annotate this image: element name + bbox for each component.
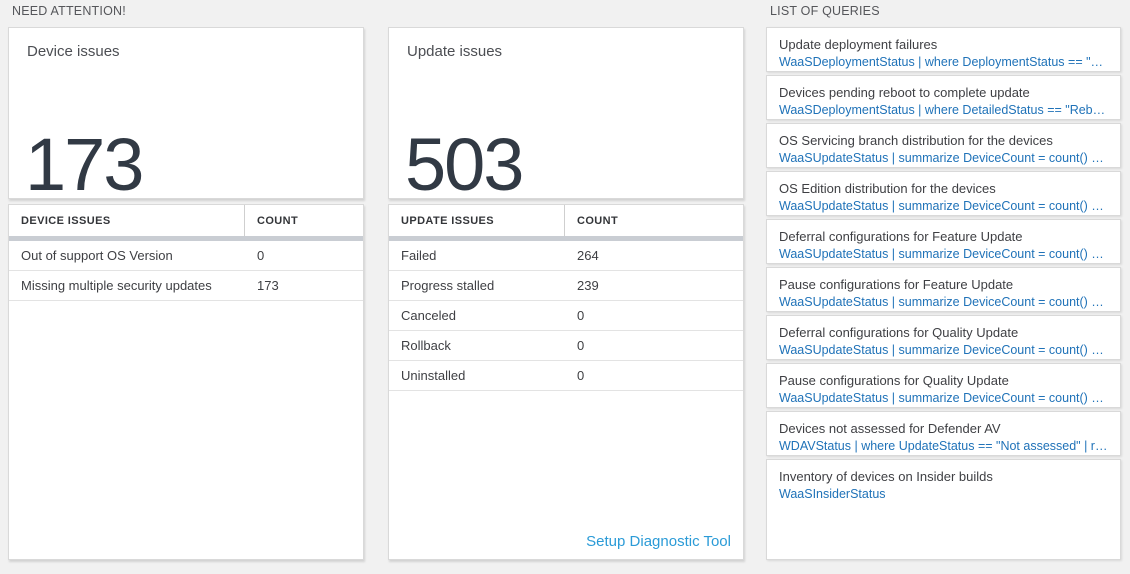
device-issues-table-header: DEVICE ISSUES COUNT bbox=[9, 205, 363, 236]
table-row[interactable]: Missing multiple security updates 173 bbox=[9, 271, 363, 301]
query-item-query: WaaSDeploymentStatus | where DetailedSta… bbox=[779, 103, 1110, 117]
table-row-label: Failed bbox=[401, 248, 437, 263]
query-item-title: Pause configurations for Feature Update bbox=[779, 277, 1014, 292]
query-item[interactable]: Pause configurations for Feature Update … bbox=[766, 267, 1121, 312]
column-header-device-issues: DEVICE ISSUES bbox=[9, 205, 245, 236]
table-row-count: 0 bbox=[577, 308, 585, 323]
table-row-label: Canceled bbox=[401, 308, 456, 323]
query-item-query: WaaSUpdateStatus | summarize DeviceCount… bbox=[779, 151, 1110, 165]
query-item-title: Deferral configurations for Feature Upda… bbox=[779, 229, 1023, 244]
query-item[interactable]: Pause configurations for Quality Update … bbox=[766, 363, 1121, 408]
update-issues-table-header: UPDATE ISSUES COUNT bbox=[389, 205, 743, 236]
device-issues-table-body: Out of support OS Version 0 Missing mult… bbox=[9, 241, 363, 301]
device-issues-table: DEVICE ISSUES COUNT Out of support OS Ve… bbox=[8, 204, 364, 560]
update-issues-tile[interactable]: Update issues 503 bbox=[388, 27, 744, 204]
query-item-title: Update deployment failures bbox=[779, 37, 938, 52]
table-row-count: 264 bbox=[577, 248, 599, 263]
query-item[interactable]: Deferral configurations for Feature Upda… bbox=[766, 219, 1121, 264]
section-label-need-attention: NEED ATTENTION! bbox=[12, 4, 126, 18]
update-issues-count: 503 bbox=[405, 123, 524, 207]
column-header-count: COUNT bbox=[257, 214, 299, 227]
query-item-title: OS Servicing branch distribution for the… bbox=[779, 133, 1053, 148]
section-label-list-of-queries: LIST OF QUERIES bbox=[770, 4, 880, 18]
table-row-count: 173 bbox=[257, 278, 279, 293]
query-item-title: Pause configurations for Quality Update bbox=[779, 373, 1009, 388]
queries-list: Update deployment failures WaaSDeploymen… bbox=[766, 27, 1121, 560]
table-row[interactable]: Canceled 0 bbox=[389, 301, 743, 331]
query-item-query: WaaSUpdateStatus | summarize DeviceCount… bbox=[779, 295, 1110, 309]
update-issues-table-body: Failed 264 Progress stalled 239 Canceled… bbox=[389, 241, 743, 391]
query-item-query: WaaSUpdateStatus | summarize DeviceCount… bbox=[779, 247, 1110, 261]
query-item-title: Deferral configurations for Quality Upda… bbox=[779, 325, 1019, 340]
table-row-label: Uninstalled bbox=[401, 368, 466, 383]
column-header-count: COUNT bbox=[577, 214, 619, 227]
query-item-title: Devices not assessed for Defender AV bbox=[779, 421, 1001, 436]
table-row-count: 0 bbox=[257, 248, 265, 263]
table-row[interactable]: Failed 264 bbox=[389, 241, 743, 271]
query-item-query: WDAVStatus | where UpdateStatus == "Not … bbox=[779, 439, 1110, 453]
table-row[interactable]: Out of support OS Version 0 bbox=[9, 241, 363, 271]
table-header-underline bbox=[9, 236, 363, 241]
query-item[interactable]: OS Edition distribution for the devices … bbox=[766, 171, 1121, 216]
setup-diagnostic-tool-link[interactable]: Setup Diagnostic Tool bbox=[586, 533, 731, 550]
table-header-underline bbox=[389, 236, 743, 241]
table-row[interactable]: Rollback 0 bbox=[389, 331, 743, 361]
query-item[interactable]: OS Servicing branch distribution for the… bbox=[766, 123, 1121, 168]
query-item[interactable]: Deferral configurations for Quality Upda… bbox=[766, 315, 1121, 360]
query-item-query: WaaSInsiderStatus bbox=[779, 487, 886, 501]
update-issues-title: Update issues bbox=[407, 43, 503, 60]
query-item-query: WaaSUpdateStatus | summarize DeviceCount… bbox=[779, 343, 1110, 357]
table-row-label: Missing multiple security updates bbox=[21, 278, 212, 293]
table-row-count: 0 bbox=[577, 338, 585, 353]
device-issues-title: Device issues bbox=[27, 43, 120, 60]
query-item-query: WaaSUpdateStatus | summarize DeviceCount… bbox=[779, 391, 1110, 405]
query-item-title: Devices pending reboot to complete updat… bbox=[779, 85, 1030, 100]
column-header-update-issues: UPDATE ISSUES bbox=[389, 205, 565, 236]
table-row[interactable]: Uninstalled 0 bbox=[389, 361, 743, 391]
query-item-query: WaaSDeploymentStatus | where DeploymentS… bbox=[779, 55, 1110, 69]
update-issues-table: UPDATE ISSUES COUNT Failed 264 Progress … bbox=[388, 204, 744, 560]
query-item-title: OS Edition distribution for the devices bbox=[779, 181, 996, 196]
query-item[interactable]: Inventory of devices on Insider builds W… bbox=[766, 459, 1121, 560]
device-issues-tile[interactable]: Device issues 173 bbox=[8, 27, 364, 204]
table-row-count: 0 bbox=[577, 368, 585, 383]
query-item-query: WaaSUpdateStatus | summarize DeviceCount… bbox=[779, 199, 1110, 213]
query-item[interactable]: Devices not assessed for Defender AV WDA… bbox=[766, 411, 1121, 456]
query-item[interactable]: Update deployment failures WaaSDeploymen… bbox=[766, 27, 1121, 72]
query-item[interactable]: Devices pending reboot to complete updat… bbox=[766, 75, 1121, 120]
query-item-title: Inventory of devices on Insider builds bbox=[779, 469, 993, 484]
table-row-count: 239 bbox=[577, 278, 599, 293]
device-issues-count: 173 bbox=[25, 123, 144, 207]
table-row[interactable]: Progress stalled 239 bbox=[389, 271, 743, 301]
table-row-label: Progress stalled bbox=[401, 278, 495, 293]
table-row-label: Rollback bbox=[401, 338, 451, 353]
table-row-label: Out of support OS Version bbox=[21, 248, 173, 263]
